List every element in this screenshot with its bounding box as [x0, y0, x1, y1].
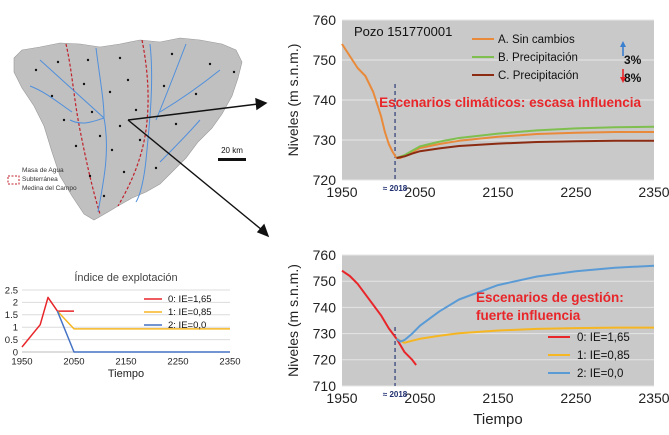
x-tick-label: 2050 [63, 357, 84, 368]
legend-label-0: 0: IE=1,65 [168, 294, 212, 305]
x-tick-label: 1950 [326, 390, 357, 406]
legend-suffix-1: 3% [624, 53, 642, 67]
legend-label-2: C. Precipitación [498, 70, 579, 82]
legend-label-0: 0: IE=1,65 [577, 332, 630, 344]
chart-annotation: Escenarios climáticos: escasa influencia [379, 95, 641, 110]
chart-annotation-line-2: fuerte influencia [476, 308, 581, 323]
x-tick-label: 2350 [638, 390, 669, 406]
x-tick-label: 2050 [404, 184, 435, 200]
marker-label: ≈ 2018 [383, 184, 408, 193]
y-tick-label: 1.5 [5, 310, 18, 321]
y-tick-label: 730 [313, 132, 337, 148]
chart-annotation-line-1: Escenarios de gestión: [476, 290, 624, 305]
legend-suffix-2: 8% [624, 71, 642, 85]
x-tick-label: 2250 [167, 357, 188, 368]
legend-label-1: 1: IE=0,85 [168, 307, 212, 318]
aquifer-boundary [65, 39, 149, 215]
connector-arrows [127, 97, 270, 238]
legend-label-0: A. Sin cambios [498, 34, 575, 46]
x-tick-label: 2150 [482, 390, 513, 406]
x-tick-label: 1950 [326, 184, 357, 200]
y-tick-label: 760 [313, 247, 337, 263]
x-tick-label: 2050 [404, 390, 435, 406]
y-axis-label: Niveles (m s.n.m.) [285, 44, 301, 157]
y-tick-label: 740 [313, 92, 337, 108]
plot-area [342, 255, 654, 386]
y-tick-label: 750 [313, 273, 337, 289]
y-tick-label: 2.5 [5, 285, 18, 296]
x-axis-label: Tiempo [108, 368, 144, 380]
y-tick-label: 1 [13, 323, 18, 334]
legend-label-2: 2: IE=0,0 [168, 320, 206, 331]
chart-title: Pozo 151770001 [354, 24, 452, 39]
y-axis-label: Niveles (m s.n.m.) [285, 264, 301, 377]
series-line-1 [56, 310, 230, 330]
y-tick-label: 2 [13, 298, 18, 309]
series-line-1 [396, 125, 655, 159]
y-tick-label: 0 [13, 347, 18, 358]
x-tick-label: 2150 [115, 357, 136, 368]
basin-map: 20 km Masa de Agua Subterránea Medina de… [7, 37, 246, 221]
scale-label: 20 km [221, 146, 243, 155]
up-arrow-head [620, 41, 626, 47]
chart-bottom-management: 710 720 730 740 750 760 1950 2050 2150 2250 2350 ≈ … [285, 247, 669, 428]
y-tick-label: 760 [313, 12, 337, 28]
chart-exploitation-index: Índice de explotación 00.51 1.52 2.5 1950 205… [5, 271, 241, 380]
x-axis-label: Tiempo [473, 411, 522, 428]
down-arrow-head [620, 77, 626, 83]
basin-shape [13, 37, 243, 221]
chart-top-well-levels: 720 730 740 750 760 1950 2050 2150 2250 2350 ≈ 201… [285, 12, 669, 200]
y-tick-label: 0.5 [5, 335, 18, 346]
legend-label-2: 2: IE=0,0 [577, 368, 623, 380]
x-tick-label: 2350 [219, 357, 240, 368]
well-dots [34, 52, 236, 198]
map-scale-bar: 20 km [218, 146, 246, 161]
marker-label: ≈ 2018 [383, 390, 408, 399]
series-line-1 [396, 326, 654, 344]
y-tick-label: 730 [313, 326, 337, 342]
rivers [29, 43, 221, 213]
x-tick-label: 1950 [11, 357, 32, 368]
x-tick-label: 2350 [638, 184, 669, 200]
series-line-2 [396, 139, 654, 159]
y-tick-label: 720 [313, 352, 337, 368]
x-tick-label: 2150 [482, 184, 513, 200]
map-legend: Masa de Agua Subterránea Medina del Camp… [7, 167, 77, 192]
series-line-0 [21, 296, 74, 348]
x-tick-label: 2250 [560, 390, 591, 406]
y-tick-label: 750 [313, 52, 337, 68]
legend-label-1: 1: IE=0,85 [577, 350, 630, 362]
x-tick-label: 2250 [560, 184, 591, 200]
y-tick-label: 740 [313, 299, 337, 315]
map-legend-line-1: Masa de Agua [22, 167, 64, 174]
series-line-2 [396, 264, 655, 343]
y-tick-label: 720 [313, 172, 337, 188]
series-line-2 [56, 310, 230, 353]
chart-title: Índice de explotación [74, 271, 177, 284]
series-line-0 [341, 269, 417, 366]
legend-label-1: B. Precipitación [498, 52, 578, 64]
map-legend-line-3: Medina del Campo [22, 185, 77, 192]
map-legend-line-2: Subterránea [22, 176, 58, 183]
y-tick-label: 710 [313, 378, 337, 394]
